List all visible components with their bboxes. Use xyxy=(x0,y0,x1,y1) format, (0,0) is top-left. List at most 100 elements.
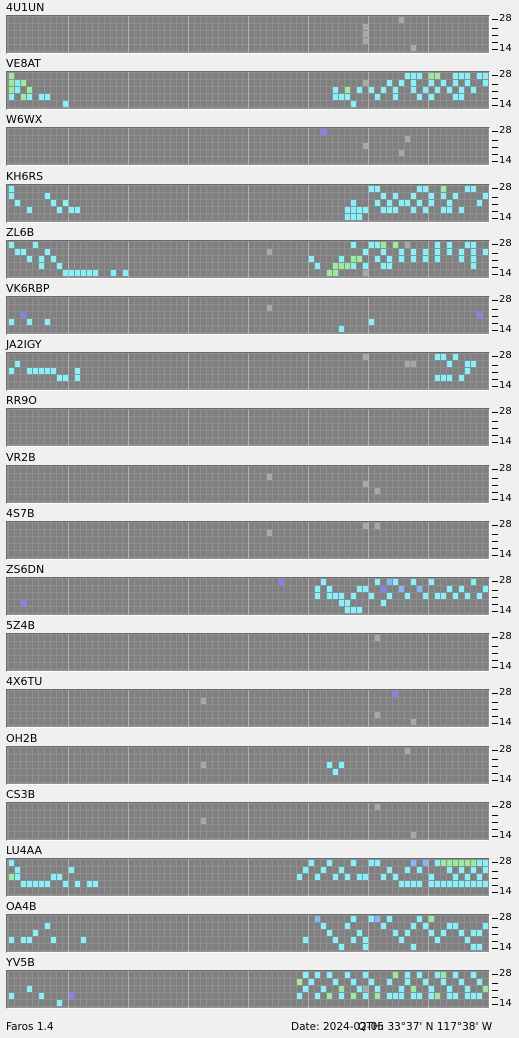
no-data-cell xyxy=(405,361,410,367)
activity-cell xyxy=(9,368,14,374)
activity-cell xyxy=(477,200,482,206)
activity-cell xyxy=(327,930,332,936)
scale-tick xyxy=(492,309,498,310)
activity-cell xyxy=(423,860,428,866)
activity-cell xyxy=(453,94,458,100)
activity-cell xyxy=(483,80,488,86)
scale-tick xyxy=(492,316,498,317)
activity-cell xyxy=(459,930,464,936)
activity-cell xyxy=(465,186,470,192)
activity-cell xyxy=(411,207,416,213)
activity-cell xyxy=(429,930,434,936)
hour-divider xyxy=(128,128,129,165)
activity-cell xyxy=(279,579,284,585)
activity-cell xyxy=(471,361,476,367)
activity-cell xyxy=(15,200,20,206)
station-callsign: ZS6DN xyxy=(6,563,45,576)
activity-cell xyxy=(351,993,356,999)
activity-cell xyxy=(453,73,458,79)
activity-cell xyxy=(75,375,80,381)
activity-cell xyxy=(357,256,362,262)
activity-cell xyxy=(471,860,476,866)
activity-cell xyxy=(471,186,476,192)
hour-divider xyxy=(188,578,189,615)
activity-cell xyxy=(447,87,452,93)
hour-divider xyxy=(368,353,369,390)
activity-cell xyxy=(69,207,74,213)
no-data-cell xyxy=(267,305,272,311)
activity-cell xyxy=(369,916,374,922)
activity-cell xyxy=(447,993,452,999)
scale-tick xyxy=(492,918,498,919)
activity-cell xyxy=(459,881,464,887)
hour-divider xyxy=(68,747,69,784)
activity-cell xyxy=(411,87,416,93)
station-row: 4S7B 28 14 xyxy=(0,506,519,562)
activity-cell xyxy=(45,193,50,199)
activity-cell xyxy=(393,193,398,199)
activity-cell xyxy=(75,270,80,276)
activity-cell xyxy=(321,923,326,929)
activity-cell xyxy=(369,87,374,93)
hour-divider xyxy=(308,522,309,559)
scale-tick xyxy=(492,948,498,949)
activity-cell xyxy=(411,579,416,585)
activity-cell xyxy=(369,979,374,985)
activity-cell xyxy=(429,916,434,922)
hour-divider xyxy=(308,578,309,615)
no-data-cell xyxy=(411,832,416,838)
hour-divider xyxy=(188,16,189,53)
activity-cell xyxy=(471,944,476,950)
activity-cell xyxy=(483,923,488,929)
station-row: YV5B 28 14 xyxy=(0,955,519,1011)
hour-divider xyxy=(68,409,69,446)
hour-divider xyxy=(428,915,429,952)
band-activity-grid xyxy=(6,71,490,110)
activity-cell xyxy=(309,256,314,262)
activity-cell xyxy=(441,972,446,978)
station-row: 4X6TU 28 14 xyxy=(0,674,519,730)
activity-cell xyxy=(27,256,32,262)
scale-label-top: 28 xyxy=(499,856,512,867)
scale-tick xyxy=(492,372,498,373)
scale-tick xyxy=(492,934,498,935)
scale-tick xyxy=(492,709,498,710)
band-activity-grid xyxy=(6,465,490,504)
hour-divider xyxy=(68,690,69,727)
activity-cell xyxy=(477,993,482,999)
station-row: ZL6B 28 14 xyxy=(0,225,519,281)
activity-cell xyxy=(69,270,74,276)
activity-cell xyxy=(63,270,68,276)
no-data-cell xyxy=(411,45,416,51)
activity-cell xyxy=(375,986,380,992)
activity-cell xyxy=(357,930,362,936)
hour-divider xyxy=(188,803,189,840)
station-callsign: 4S7B xyxy=(6,507,35,520)
activity-cell xyxy=(447,242,452,248)
activity-cell xyxy=(411,923,416,929)
scale-tick xyxy=(492,590,498,591)
station-callsign: LU4AA xyxy=(6,844,42,857)
activity-cell xyxy=(345,600,350,606)
activity-cell xyxy=(459,73,464,79)
activity-cell xyxy=(435,242,440,248)
activity-cell xyxy=(69,993,74,999)
activity-cell xyxy=(441,881,446,887)
activity-cell xyxy=(411,986,416,992)
activity-cell xyxy=(351,214,356,220)
hour-divider xyxy=(368,971,369,1008)
activity-cell xyxy=(327,270,332,276)
scale-label-top: 28 xyxy=(499,406,512,417)
scale-label-top: 28 xyxy=(499,13,512,24)
scale-label-bottom: 14 xyxy=(499,830,512,841)
activity-cell xyxy=(465,881,470,887)
scale-tick xyxy=(492,140,498,141)
activity-cell xyxy=(39,94,44,100)
hour-divider xyxy=(128,859,129,896)
scale-label-bottom: 14 xyxy=(499,661,512,672)
scale-tick xyxy=(492,885,498,886)
scale-tick xyxy=(492,356,498,357)
band-activity-grid xyxy=(6,970,490,1009)
activity-cell xyxy=(435,972,440,978)
scale-label-bottom: 14 xyxy=(499,324,512,335)
